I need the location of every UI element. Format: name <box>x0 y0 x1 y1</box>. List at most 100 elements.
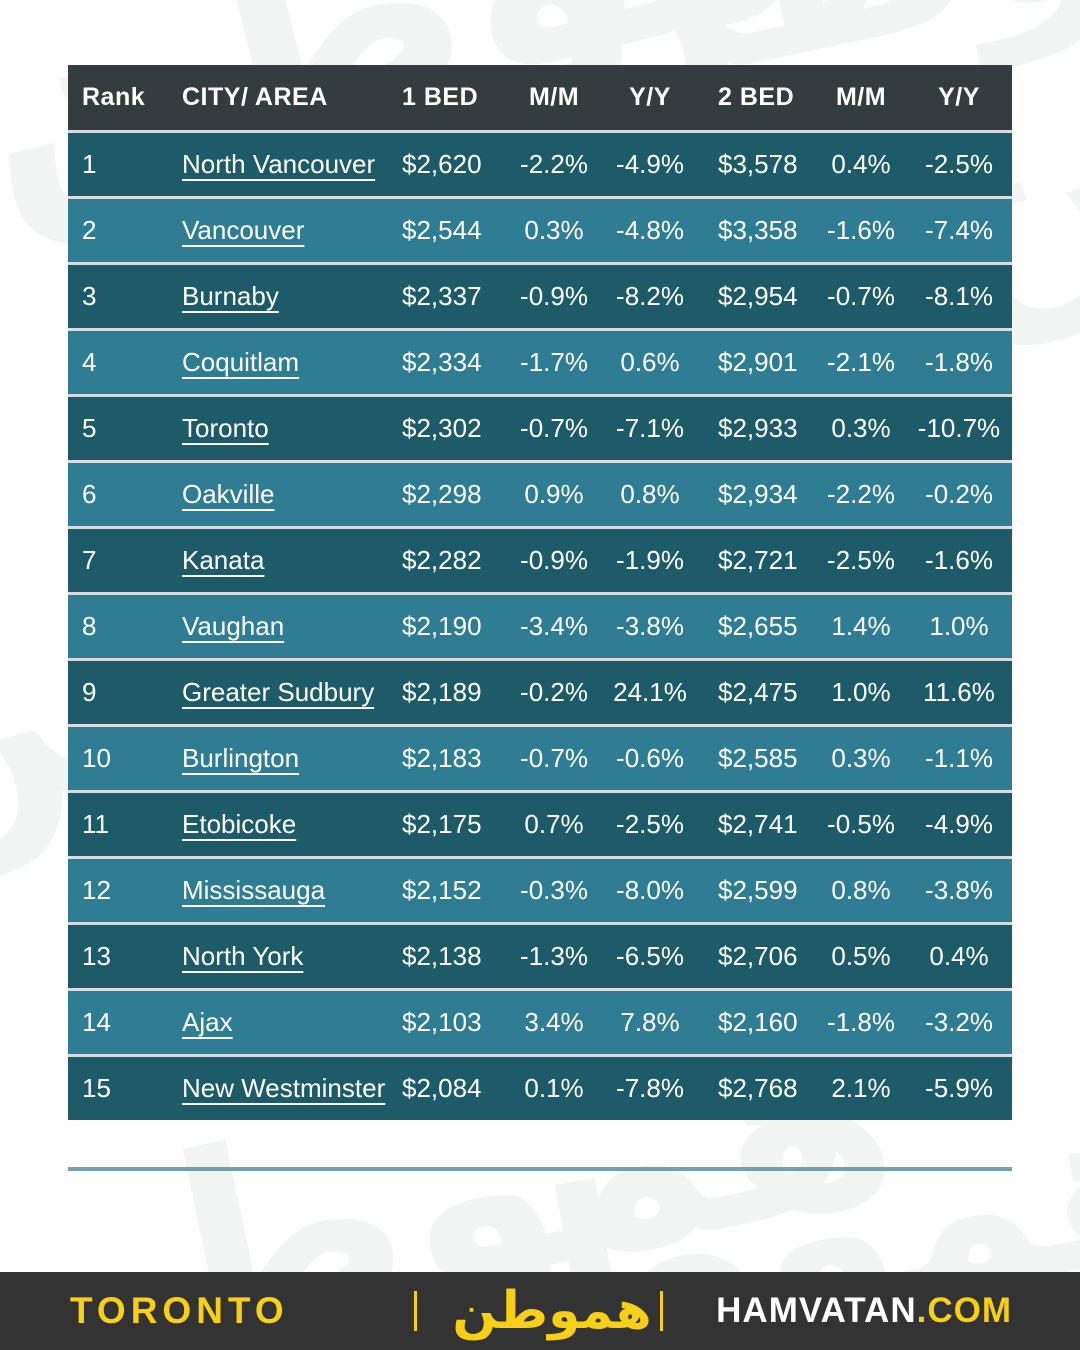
cell-price2: $2,901 <box>702 328 816 394</box>
cell-pct: -10.7% <box>906 394 1012 460</box>
city-link[interactable]: Burnaby <box>182 281 279 311</box>
cell-pct: 0.5% <box>816 922 906 988</box>
cell-pct: 0.6% <box>598 328 702 394</box>
table-header-row: Rank CITY/ AREA 1 BED M/M Y/Y 2 BED M/M Y/Y <box>68 65 1012 130</box>
cell-rank: 6 <box>68 460 182 526</box>
cell-price2: $2,655 <box>702 592 816 658</box>
table-row: 6 Oakville $2,298 0.9% 0.8% $2,934 -2.2% -0.2% <box>68 460 1012 526</box>
cell-price2: $2,160 <box>702 988 816 1054</box>
cell-pct: -0.2% <box>906 460 1012 526</box>
city-link[interactable]: Burlington <box>182 743 300 773</box>
cell-pct: -1.8% <box>906 328 1012 394</box>
cell-pct: 0.9% <box>510 460 598 526</box>
cell-price: $2,544 <box>402 196 510 262</box>
cell-rank: 9 <box>68 658 182 724</box>
cell-pct: 7.8% <box>598 988 702 1054</box>
table-row: 13 North York $2,138 -1.3% -6.5% $2,706 0.5% 0.… <box>68 922 1012 988</box>
cell-city: Greater Sudbury <box>182 658 402 724</box>
cell-city: New Westminster <box>182 1054 402 1120</box>
cell-city: Toronto <box>182 394 402 460</box>
cell-rank: 8 <box>68 592 182 658</box>
column-header-price2-5: 2 BED <box>702 65 816 130</box>
cell-pct: -7.8% <box>598 1054 702 1120</box>
table-row: 5 Toronto $2,302 -0.7% -7.1% $2,933 0.3% -10.7% <box>68 394 1012 460</box>
cell-price2: $2,706 <box>702 922 816 988</box>
cell-pct: 1.4% <box>816 592 906 658</box>
cell-rank: 3 <box>68 262 182 328</box>
city-link[interactable]: Greater Sudbury <box>182 677 375 707</box>
cell-city: Mississauga <box>182 856 402 922</box>
cell-city: Vancouver <box>182 196 402 262</box>
cell-pct: -7.1% <box>598 394 702 460</box>
cell-rank: 13 <box>68 922 182 988</box>
cell-city: Oakville <box>182 460 402 526</box>
cell-pct: 3.4% <box>510 988 598 1054</box>
city-link[interactable]: Etobicoke <box>182 809 297 839</box>
city-link[interactable]: Toronto <box>182 413 269 443</box>
footer-site-url[interactable]: HAMVATAN.COM <box>716 1291 1012 1331</box>
cell-pct: 0.4% <box>906 922 1012 988</box>
table-row: 3 Burnaby $2,337 -0.9% -8.2% $2,954 -0.7% -8.1% <box>68 262 1012 328</box>
cell-pct: -8.1% <box>906 262 1012 328</box>
city-link[interactable]: Vancouver <box>182 215 305 245</box>
cell-price: $2,302 <box>402 394 510 460</box>
cell-price2: $2,933 <box>702 394 816 460</box>
city-link[interactable]: Ajax <box>182 1007 233 1037</box>
table-row: 8 Vaughan $2,190 -3.4% -3.8% $2,655 1.4% 1.0% <box>68 592 1012 658</box>
cell-pct: 0.8% <box>816 856 906 922</box>
site-name: HAMVATAN <box>716 1291 917 1330</box>
city-link[interactable]: New Westminster <box>182 1073 386 1103</box>
hamvatan-logo[interactable]: هموطن <box>452 1281 652 1341</box>
cell-price2: $2,768 <box>702 1054 816 1120</box>
cell-pct: -2.5% <box>906 130 1012 196</box>
cell-price2: $3,358 <box>702 196 816 262</box>
cell-pct: 0.4% <box>816 130 906 196</box>
city-link[interactable]: North Vancouver <box>182 149 376 179</box>
cell-pct: 0.7% <box>510 790 598 856</box>
table-bottom-border <box>68 1167 1012 1171</box>
cell-pct: -1.6% <box>816 196 906 262</box>
cell-pct: -4.8% <box>598 196 702 262</box>
cell-price2: $2,475 <box>702 658 816 724</box>
cell-rank: 12 <box>68 856 182 922</box>
cell-pct: 0.8% <box>598 460 702 526</box>
cell-city: Etobicoke <box>182 790 402 856</box>
table-row: 12 Mississauga $2,152 -0.3% -8.0% $2,599 0.8% -… <box>68 856 1012 922</box>
cell-pct: 11.6% <box>906 658 1012 724</box>
city-link[interactable]: Vaughan <box>182 611 285 641</box>
table-row: 7 Kanata $2,282 -0.9% -1.9% $2,721 -2.5% -1.6% <box>68 526 1012 592</box>
cell-pct: -0.5% <box>816 790 906 856</box>
city-link[interactable]: North York <box>182 941 304 971</box>
column-header-pct-4: Y/Y <box>598 65 702 130</box>
footer-bar: TORONTO هموطن HAMVATAN.COM <box>0 1272 1080 1350</box>
cell-rank: 5 <box>68 394 182 460</box>
cell-city: Burlington <box>182 724 402 790</box>
city-link[interactable]: Oakville <box>182 479 275 509</box>
footer-divider <box>660 1291 663 1331</box>
cell-pct: -1.7% <box>510 328 598 394</box>
site-tld: .COM <box>916 1291 1012 1330</box>
cell-price2: $2,721 <box>702 526 816 592</box>
table-row: 9 Greater Sudbury $2,189 -0.2% 24.1% $2,475 1.… <box>68 658 1012 724</box>
cell-price2: $2,954 <box>702 262 816 328</box>
cell-price: $2,152 <box>402 856 510 922</box>
cell-pct: -3.2% <box>906 988 1012 1054</box>
cell-price: $2,084 <box>402 1054 510 1120</box>
footer-divider <box>414 1291 417 1331</box>
city-link[interactable]: Coquitlam <box>182 347 300 377</box>
cell-pct: -0.7% <box>510 724 598 790</box>
city-link[interactable]: Kanata <box>182 545 265 575</box>
table-row: 2 Vancouver $2,544 0.3% -4.8% $3,358 -1.6% -7.4… <box>68 196 1012 262</box>
cell-city: North York <box>182 922 402 988</box>
table-row: 10 Burlington $2,183 -0.7% -0.6% $2,585 0.3% -1… <box>68 724 1012 790</box>
cell-pct: -0.2% <box>510 658 598 724</box>
cell-price: $2,103 <box>402 988 510 1054</box>
city-link[interactable]: Mississauga <box>182 875 326 905</box>
cell-price: $2,334 <box>402 328 510 394</box>
cell-pct: -1.8% <box>816 988 906 1054</box>
cell-pct: 1.0% <box>906 592 1012 658</box>
column-header-pct-3: M/M <box>510 65 598 130</box>
column-header-rank-0: Rank <box>68 65 182 130</box>
cell-pct: -1.1% <box>906 724 1012 790</box>
